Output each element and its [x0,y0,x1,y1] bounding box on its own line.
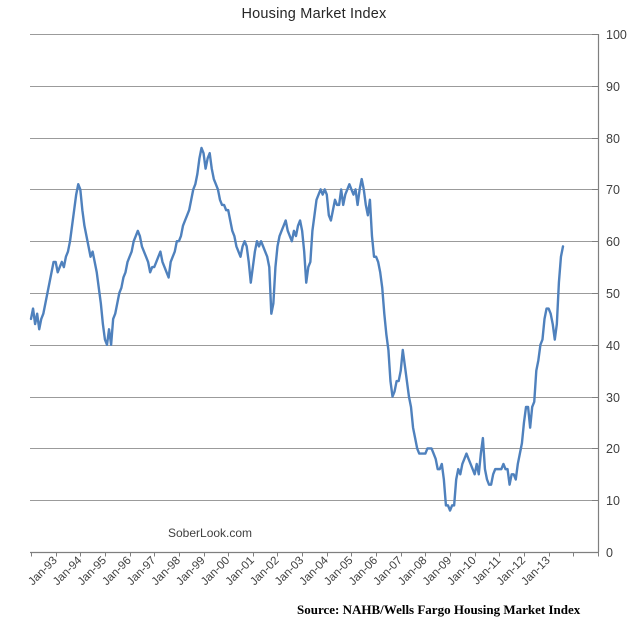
x-tick-marks [31,552,599,557]
y-tick-label: 40 [606,339,620,353]
y-tick-label: 50 [606,287,620,301]
axes [30,34,600,554]
y-tick-label: 0 [606,546,613,560]
hmi-series-line [29,146,565,512]
y-tick-marks [592,34,598,553]
source-note-wrap: Source: NAHB/Wells Fargo Housing Market … [297,602,580,618]
y-tick-label: 30 [606,391,620,405]
x-tick-labels: Jan-93Jan-94Jan-95Jan-96Jan-97Jan-98Jan-… [26,554,552,588]
soberlook-watermark: SoberLook.com [168,526,253,540]
y-tick-label: 90 [606,80,620,94]
y-tick-label: 10 [606,494,620,508]
y-tick-label: 20 [606,442,620,456]
chart-title: Housing Market Index [241,6,387,22]
source-note: Source: NAHB/Wells Fargo Housing Market … [297,602,581,617]
y-tick-labels: 0 10 20 30 40 50 60 70 80 90 100 [606,28,627,560]
y-tick-label: 70 [606,183,620,197]
y-tick-label: 100 [606,28,627,42]
y-tick-label: 60 [606,235,620,249]
y-tick-label: 80 [606,132,620,146]
